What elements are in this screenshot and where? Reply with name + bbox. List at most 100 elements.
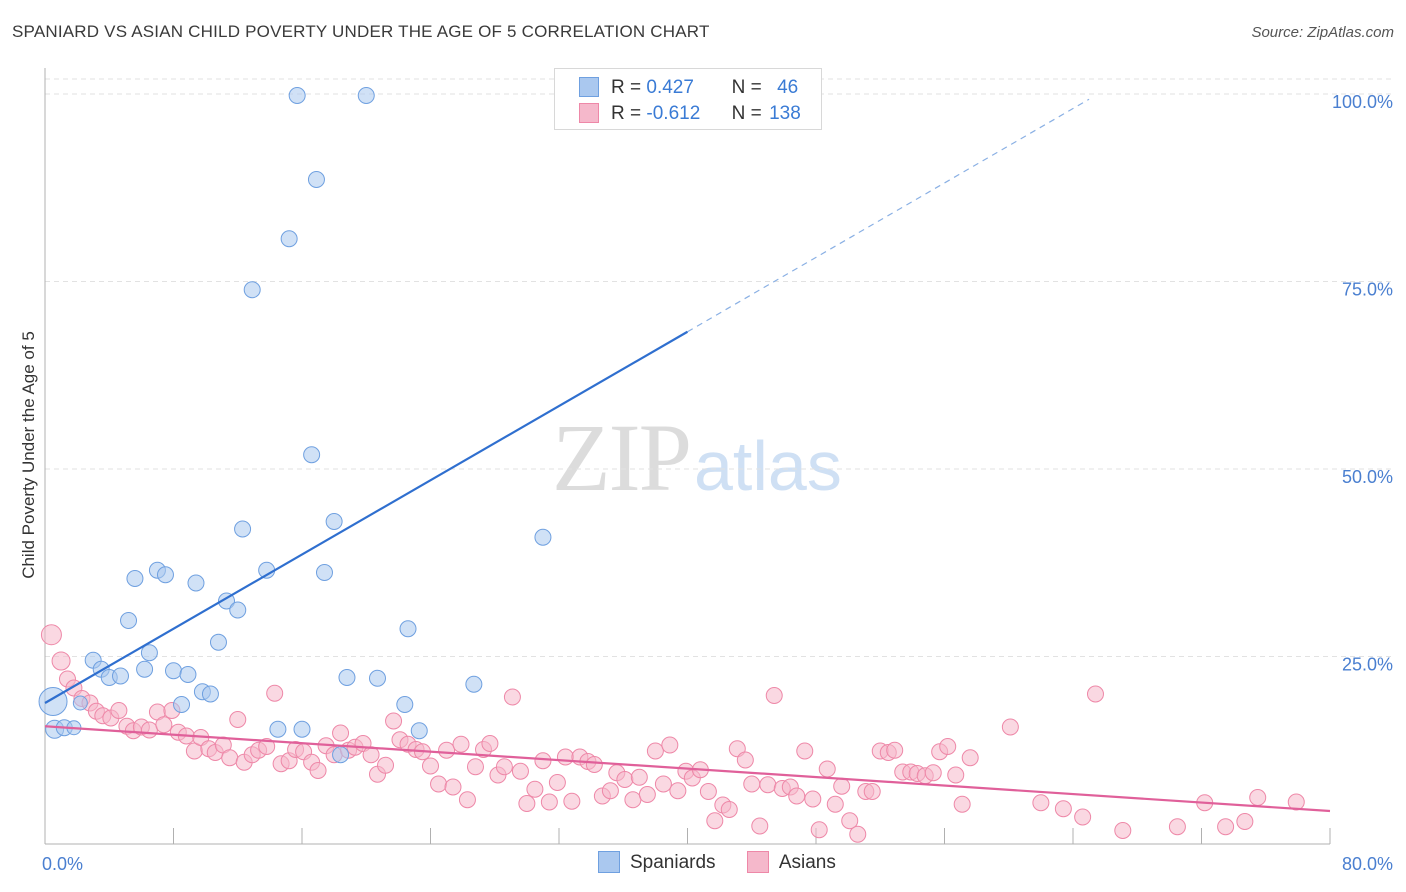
asians-point bbox=[258, 738, 276, 755]
asians-point bbox=[1114, 822, 1132, 839]
asians-point bbox=[939, 738, 957, 755]
spaniards-legend-label: Spaniards bbox=[630, 852, 716, 873]
spaniards-point bbox=[243, 281, 261, 299]
asians-point bbox=[720, 801, 738, 818]
legend-item-spaniards[interactable]: Spaniards bbox=[598, 851, 716, 874]
trend-lines bbox=[44, 98, 1331, 813]
spaniards-point bbox=[140, 644, 158, 662]
spaniards-point bbox=[173, 696, 191, 713]
watermark-zip: ZIP bbox=[552, 404, 692, 511]
asians-point bbox=[833, 777, 851, 795]
asians-point bbox=[422, 757, 439, 775]
source-label: Source: ZipAtlas.com bbox=[1251, 24, 1394, 41]
asians-point bbox=[540, 793, 558, 811]
asians-point bbox=[669, 782, 687, 800]
spaniards-point bbox=[120, 612, 138, 629]
watermark-atlas: atlas bbox=[694, 427, 842, 505]
asians-point bbox=[110, 702, 128, 719]
y-tick-labels: 25.0% 50.0% 75.0% 100.0% bbox=[1332, 92, 1393, 675]
asians-point bbox=[765, 687, 783, 704]
asians-point bbox=[444, 778, 462, 796]
asians-point bbox=[1236, 813, 1254, 830]
asians-point bbox=[699, 783, 717, 800]
asians-point bbox=[563, 792, 581, 810]
asians-point bbox=[534, 752, 552, 770]
asians-point bbox=[518, 795, 536, 812]
legend-row-asians: R = -0.612 N = 138 bbox=[579, 103, 801, 129]
asians-point bbox=[796, 742, 814, 760]
asians-point bbox=[947, 766, 965, 784]
spaniards-point bbox=[165, 662, 182, 680]
asians-point bbox=[155, 716, 173, 734]
asians-point bbox=[1032, 794, 1050, 812]
spaniards-point bbox=[465, 675, 483, 693]
legend-row-spaniards: R = 0.427 N = 46 bbox=[579, 77, 798, 103]
spaniards-trend-extension bbox=[687, 98, 1090, 333]
asians-legend-label: Asians bbox=[778, 852, 836, 873]
asians-point bbox=[751, 817, 769, 835]
asians-point bbox=[1074, 808, 1092, 826]
y-axis-title: Child Poverty Under the Age of 5 bbox=[19, 331, 38, 579]
x-tick-label: 0.0% bbox=[42, 854, 83, 874]
spaniards-point bbox=[315, 564, 333, 581]
asians-point bbox=[841, 812, 859, 830]
asians-point bbox=[481, 735, 499, 752]
x-tick-label: 80.0% bbox=[1342, 854, 1393, 874]
asians-point bbox=[458, 791, 476, 809]
asians-point bbox=[1217, 818, 1235, 836]
y-tick-label: 75.0% bbox=[1342, 280, 1393, 300]
asians-point bbox=[736, 751, 754, 769]
asians-point bbox=[511, 762, 529, 780]
spaniards-point bbox=[72, 695, 88, 711]
legend-item-asians[interactable]: Asians bbox=[746, 851, 836, 874]
asians-point bbox=[924, 764, 942, 782]
x-tick-labels: 0.0% 80.0% bbox=[42, 854, 1393, 874]
asians-point bbox=[630, 768, 648, 786]
spaniards-point bbox=[111, 667, 129, 685]
asians-point bbox=[452, 735, 470, 753]
y-tick-label: 50.0% bbox=[1342, 467, 1393, 487]
spaniards-point bbox=[201, 685, 219, 703]
asians-point bbox=[377, 756, 395, 774]
asians-point bbox=[40, 624, 62, 646]
correlation-legend: R = 0.427 N = 46 R = -0.612 N = 138 bbox=[554, 68, 822, 130]
asians-point bbox=[438, 741, 456, 759]
spaniards-point bbox=[234, 520, 252, 538]
asians-point bbox=[759, 776, 777, 794]
asians-point bbox=[1054, 800, 1072, 818]
asians-point bbox=[140, 721, 158, 739]
watermark: ZIPatlas bbox=[552, 402, 842, 513]
chart-title: SPANIARD VS ASIAN CHILD POVERTY UNDER TH… bbox=[12, 22, 710, 41]
asians-point bbox=[849, 825, 867, 843]
spaniards-legend-swatch bbox=[598, 851, 620, 873]
asians-point bbox=[804, 790, 822, 808]
asians-point bbox=[221, 749, 239, 767]
asians-point bbox=[1086, 685, 1104, 703]
legend-r-label: R = bbox=[611, 103, 642, 124]
spaniards-point bbox=[229, 601, 247, 619]
asians-point bbox=[953, 795, 971, 813]
asians-point bbox=[818, 760, 836, 778]
y-tick-label: 25.0% bbox=[1342, 655, 1393, 675]
asians-point bbox=[601, 782, 619, 800]
spaniards-point bbox=[280, 230, 298, 248]
spaniards-point bbox=[269, 720, 287, 738]
asians-point bbox=[706, 812, 724, 830]
asians-point bbox=[309, 762, 327, 779]
asians-point bbox=[654, 775, 672, 793]
asians-swatch bbox=[579, 103, 599, 123]
spaniards-point bbox=[187, 574, 205, 592]
asians-point bbox=[556, 748, 574, 766]
spaniards-point bbox=[396, 696, 414, 713]
series-legend: Spaniards Asians bbox=[598, 851, 862, 874]
asians-point bbox=[788, 787, 806, 805]
spaniards-point bbox=[399, 620, 417, 638]
asians-point bbox=[743, 775, 761, 793]
spaniards-point bbox=[209, 633, 227, 651]
spaniards-point bbox=[303, 446, 321, 464]
legend-r-value: -0.612 bbox=[646, 103, 701, 124]
asians-point bbox=[616, 771, 634, 788]
spaniards-point bbox=[368, 669, 386, 687]
asians-point bbox=[503, 688, 521, 706]
